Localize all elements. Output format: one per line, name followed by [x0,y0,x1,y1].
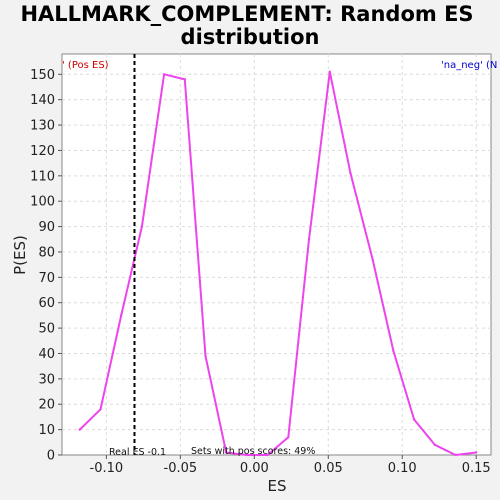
y-tick-label: 100 [30,195,55,210]
grid-lines [62,54,491,455]
legend-na-neg: 'na_neg' (N [441,60,497,71]
y-tick-label: 140 [30,93,55,108]
es-data-point [204,354,207,358]
legend-pos-es: ' (Pos ES) [62,60,109,71]
y-tick-label: 90 [38,220,55,235]
y-tick-label: 20 [38,398,55,413]
y-tick-label: 60 [38,296,55,311]
es-data-point [328,70,331,73]
x-tick-label: -0.10 [90,461,124,476]
x-axis-ticks: -0.10 -0.05 0.00 0.05 0.10 0.15 [90,455,491,476]
y-tick-label: 110 [30,169,55,184]
y-tick-label: 70 [38,271,55,286]
es-data-point [140,225,144,228]
es-data-point [454,453,457,457]
es-data-point [412,418,416,421]
pos-scores-annotation: Sets with pos scores: 49% [191,446,315,457]
y-axis-label: P(ES) [11,235,29,275]
es-data-point [183,78,186,81]
x-tick-label: 0.10 [388,461,417,476]
y-tick-label: 150 [30,68,55,83]
y-tick-label: 50 [38,322,55,337]
plot-area [61,53,492,456]
es-data-point [349,172,352,175]
chart-title-line-1: HALLMARK_COMPLEMENT: Random ES [20,2,473,26]
chart-title-line-2: distribution [181,25,320,49]
x-axis-label: ES [268,477,287,495]
es-data-point [392,349,395,353]
x-tick-label: 0.00 [240,461,269,476]
y-tick-label: 40 [38,347,55,362]
es-data-point [245,453,249,457]
es-distribution-line [79,70,477,456]
y-tick-label: 130 [30,119,55,134]
y-axis-ticks: 0 10 20 30 40 50 60 70 80 90 100 110 120 130 140 150 [30,68,62,464]
es-data-point [99,408,102,411]
x-tick-label: 0.15 [462,461,491,476]
x-tick-label: -0.05 [164,461,198,476]
y-tick-label: 30 [38,372,55,387]
es-data-point [119,314,123,317]
series-layer [78,70,478,457]
es-data-point [78,428,81,431]
es-data-point [266,453,269,457]
real-es-label: Real ES -0.1 [109,447,166,458]
es-data-point [307,238,311,241]
es-data-point [475,451,478,454]
es-data-point [162,73,166,76]
es-data-point [287,436,290,439]
x-tick-label: 0.05 [314,461,343,476]
y-tick-label: 10 [38,423,55,438]
y-tick-label: 80 [38,245,55,260]
es-data-point [433,443,436,447]
y-tick-label: 0 [47,449,55,464]
es-data-point [371,258,374,261]
y-tick-label: 120 [30,144,55,159]
es-data-point [225,451,228,454]
